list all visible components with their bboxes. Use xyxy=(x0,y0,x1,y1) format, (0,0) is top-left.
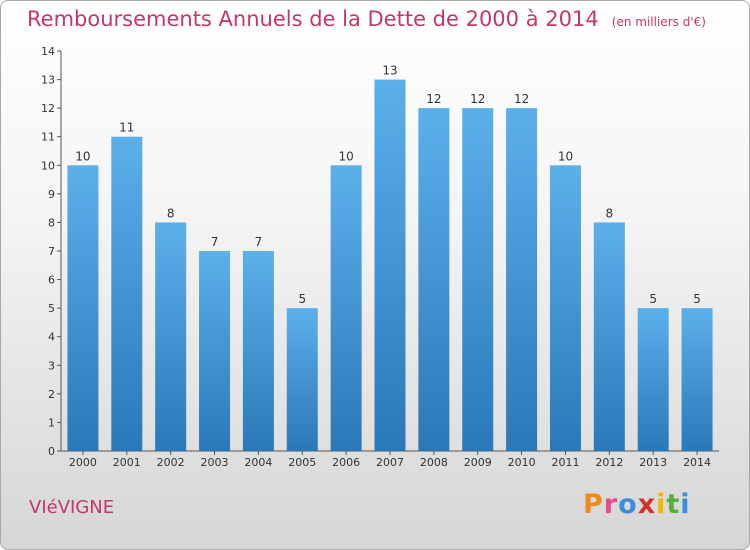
logo-letter: i xyxy=(656,489,667,520)
logo-letter: t xyxy=(666,489,681,520)
bar-2007 xyxy=(374,79,406,452)
y-tick-label: 2 xyxy=(48,388,55,401)
y-tick-label: 14 xyxy=(41,45,55,58)
bar-2008 xyxy=(418,108,450,452)
x-tick-label: 2007 xyxy=(376,456,404,469)
x-tick-label: 2004 xyxy=(244,456,272,469)
x-tick-label: 2012 xyxy=(595,456,623,469)
bar-2011 xyxy=(549,165,581,452)
bar-2013 xyxy=(637,308,669,451)
title-row: Remboursements Annuels de la Dette de 20… xyxy=(27,7,706,31)
logo-letter: o xyxy=(618,489,638,520)
y-tick-label: 8 xyxy=(48,216,55,229)
x-tick-label: 2003 xyxy=(201,456,229,469)
y-tick-label: 4 xyxy=(48,331,55,344)
y-tick-label: 11 xyxy=(41,131,55,144)
logo-letter: P xyxy=(583,489,604,520)
value-label: 7 xyxy=(255,235,263,249)
logo-letter: x xyxy=(637,489,657,520)
bars: 10 11 8 7 7 5 10 13 12 12 12 10 8 5 5 xyxy=(67,64,713,452)
x-tick-label: 2009 xyxy=(464,456,492,469)
logo-letter: r xyxy=(603,489,619,520)
value-label: 5 xyxy=(693,292,701,306)
value-label: 8 xyxy=(167,206,175,220)
y-tick-label: 6 xyxy=(48,274,55,287)
place-name: VIéVIGNE xyxy=(29,497,115,518)
y-tick-label: 1 xyxy=(48,416,55,429)
value-label: 10 xyxy=(558,149,573,163)
proxiti-logo: Proxiti xyxy=(583,489,691,520)
y-tick-label: 3 xyxy=(48,359,55,372)
y-tick-label: 5 xyxy=(48,302,55,315)
y-tick-label: 0 xyxy=(48,445,55,458)
x-tick-label: 2005 xyxy=(288,456,316,469)
bar-2001 xyxy=(111,136,143,451)
value-label: 10 xyxy=(338,149,353,163)
x-tick-label: 2001 xyxy=(113,456,141,469)
bar-2006 xyxy=(330,165,362,452)
x-tick-label: 2008 xyxy=(420,456,448,469)
y-tick-label: 10 xyxy=(41,159,55,172)
value-label: 13 xyxy=(382,64,397,78)
value-label: 7 xyxy=(211,235,219,249)
x-tick-label: 2000 xyxy=(69,456,97,469)
x-tick-label: 2006 xyxy=(332,456,360,469)
bar-2014 xyxy=(681,308,713,451)
logo-letter: i xyxy=(680,489,691,520)
chart-title: Remboursements Annuels de la Dette de 20… xyxy=(27,7,599,31)
value-label: 12 xyxy=(470,92,485,106)
x-tick-label: 2010 xyxy=(508,456,536,469)
chart-subtitle: (en milliers d'€) xyxy=(611,15,706,29)
bar-2009 xyxy=(462,108,494,452)
value-label: 5 xyxy=(649,292,657,306)
x-tick-label: 2014 xyxy=(683,456,711,469)
bar-2005 xyxy=(286,308,318,451)
value-label: 12 xyxy=(426,92,441,106)
value-label: 10 xyxy=(75,149,90,163)
y-tick-label: 13 xyxy=(41,74,55,87)
value-label: 12 xyxy=(514,92,529,106)
x-tick-label: 2011 xyxy=(551,456,579,469)
value-label: 11 xyxy=(119,121,134,135)
y-tick-label: 9 xyxy=(48,188,55,201)
x-tick-label: 2002 xyxy=(157,456,185,469)
bar-2000 xyxy=(67,165,99,452)
y-tick-label: 7 xyxy=(48,245,55,258)
value-label: 5 xyxy=(298,292,306,306)
x-tick-label: 2013 xyxy=(639,456,667,469)
value-label: 8 xyxy=(606,206,614,220)
y-tick-label: 12 xyxy=(41,102,55,115)
bar-2010 xyxy=(506,108,538,452)
bar-2003 xyxy=(199,251,231,451)
bar-2002 xyxy=(155,222,187,451)
bar-2012 xyxy=(593,222,625,451)
bar-2004 xyxy=(242,251,274,451)
